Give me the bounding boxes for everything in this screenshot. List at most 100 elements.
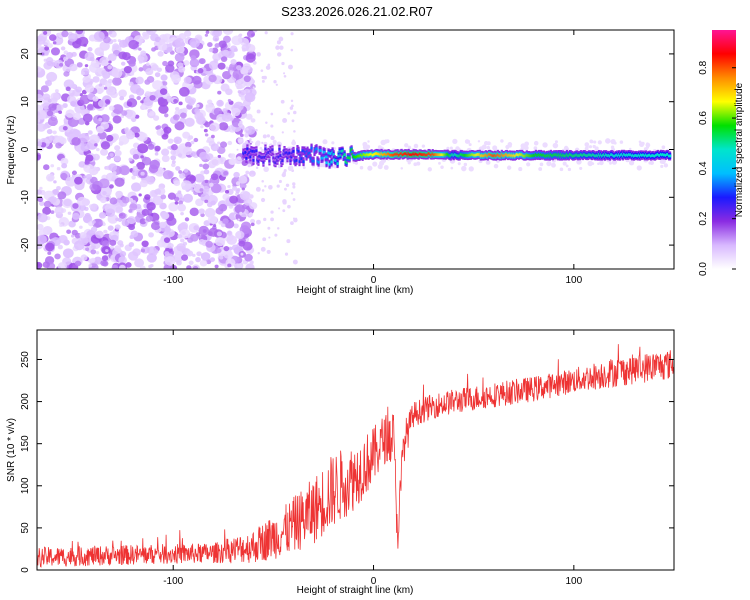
noise-blob (45, 242, 55, 252)
noise-blob (164, 251, 170, 256)
noise-blob (138, 47, 142, 51)
noise-blob (292, 259, 298, 265)
noise-blob (172, 114, 180, 121)
noise-blob (212, 35, 220, 42)
noise-blob (171, 160, 176, 164)
noise-blob (261, 79, 265, 83)
noise-blob (178, 101, 183, 106)
noise-blob (233, 171, 240, 178)
noise-blob (84, 84, 95, 93)
noise-blob (255, 128, 258, 132)
noise-blob (170, 144, 178, 151)
noise-blob (261, 189, 265, 192)
noise-blob (118, 212, 126, 219)
noise-blob (98, 212, 107, 219)
noise-blob (146, 253, 157, 263)
noise-blob (237, 138, 244, 145)
noise-blob (234, 204, 246, 214)
halo-blob (477, 140, 481, 143)
noise-blob (109, 245, 114, 250)
noise-blob (276, 40, 281, 45)
noise-blob (184, 30, 192, 37)
signal-core (288, 151, 291, 155)
noise-blob (173, 180, 181, 187)
halo-blob (588, 145, 593, 149)
noise-blob (178, 170, 183, 174)
noise-blob (132, 165, 138, 171)
noise-blob (257, 252, 260, 255)
noise-blob (224, 189, 230, 194)
halo-blob (628, 160, 635, 166)
noise-blob (38, 228, 48, 237)
y-tick-label: 200 (20, 393, 31, 410)
noise-blob (232, 186, 238, 191)
snr-series-line (37, 344, 674, 568)
noise-blob (152, 195, 164, 206)
noise-blob (162, 170, 174, 180)
signal-core (341, 149, 344, 153)
noise-blob (52, 130, 57, 135)
noise-blob (131, 175, 136, 180)
noise-blob (80, 182, 85, 186)
noise-blob (208, 60, 220, 70)
noise-blob (161, 154, 170, 163)
noise-blob (249, 194, 254, 199)
halo-blob (438, 161, 441, 165)
noise-blob (235, 189, 240, 194)
noise-blob (55, 104, 64, 112)
noise-blob (213, 30, 223, 37)
noise-blob (146, 76, 155, 83)
noise-blob (179, 222, 189, 230)
signal-core (332, 153, 335, 156)
noise-blob (157, 96, 166, 105)
signal-core (264, 147, 267, 151)
noise-blob (280, 99, 285, 104)
y-tick-label: 10 (20, 96, 31, 108)
signal-core (343, 153, 346, 157)
colorbar-tick-label: 0.4 (698, 161, 709, 175)
noise-blob (101, 255, 109, 262)
noise-blob (98, 117, 103, 122)
noise-blob (174, 38, 185, 47)
noise-blob (204, 121, 211, 128)
halo-blob (639, 141, 645, 147)
noise-blob (98, 83, 103, 87)
halo-blob (611, 159, 618, 165)
noise-blob (141, 240, 149, 248)
spectrogram-x-label: Height of straight line (km) (297, 285, 414, 296)
halo-blob (468, 143, 472, 147)
noise-blob (76, 62, 83, 68)
signal-core (263, 155, 266, 159)
noise-blob (186, 250, 194, 257)
halo-blob (576, 159, 582, 165)
noise-blob (129, 147, 138, 156)
signal-core (319, 149, 322, 152)
y-tick-label: 0 (20, 567, 31, 573)
noise-blob (239, 120, 243, 124)
noise-blob (114, 145, 121, 151)
noise-blob (251, 174, 254, 177)
noise-blob (89, 56, 95, 62)
noise-blob (287, 204, 291, 209)
noise-blob (95, 251, 100, 255)
noise-blob (152, 80, 163, 90)
noise-blob (167, 138, 174, 144)
noise-blob (270, 112, 274, 116)
colorbar-ticks: 0.0 0.2 0.4 0.6 0.8 (698, 60, 736, 276)
noise-blob (105, 172, 116, 182)
noise-blob (233, 48, 238, 52)
halo-blob (592, 144, 596, 149)
noise-blob (256, 109, 261, 114)
noise-blob (127, 216, 136, 225)
halo-blob (559, 167, 564, 172)
noise-blob (44, 46, 50, 51)
noise-blob (93, 256, 103, 265)
noise-blob (242, 191, 251, 200)
noise-blob (192, 266, 199, 269)
noise-blob (215, 248, 222, 254)
x-tick-label: -100 (163, 275, 183, 286)
noise-blob (106, 155, 112, 160)
noise-blob (90, 249, 97, 255)
halo-blob (468, 166, 474, 172)
noise-blob (274, 233, 278, 237)
